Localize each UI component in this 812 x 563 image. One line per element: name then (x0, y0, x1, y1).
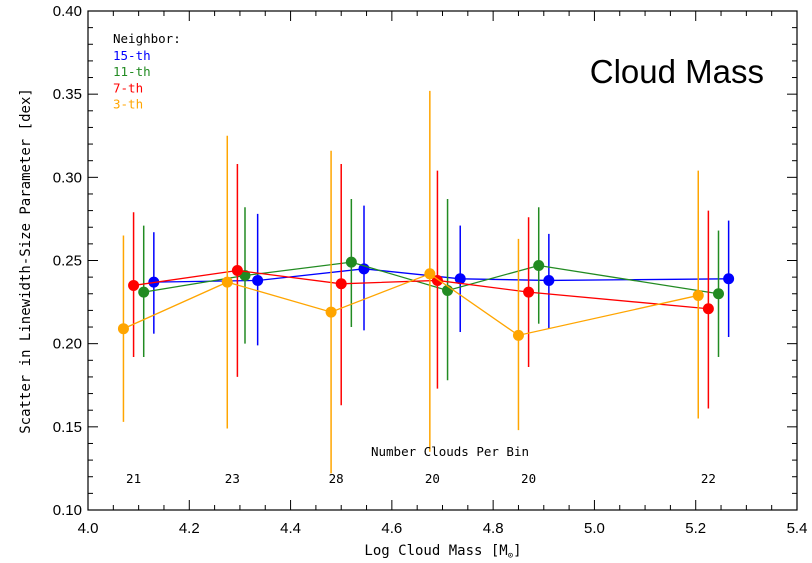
legend-item: 7-th (113, 80, 143, 95)
count-label: 28 (329, 471, 344, 486)
series-line (133, 269, 709, 310)
data-point (424, 268, 436, 280)
x-tick-label: 4.4 (280, 520, 301, 537)
legend-title: Neighbor: (113, 31, 181, 46)
y-tick-label: 0.10 (53, 502, 82, 519)
x-tick-label: 5.4 (787, 520, 808, 537)
axis-layer: 4.0 4.2 4.4 4.6 4.8 5.0 5.2 5.4 0.10 0.15 0.20 0.25… (53, 3, 808, 537)
counts-layer: 21 23 28 20 20 22 (126, 471, 716, 486)
y-tick-label: 0.20 (53, 336, 82, 353)
count-label: 20 (425, 471, 440, 486)
data-point (533, 259, 545, 271)
y-tick-label: 0.35 (53, 86, 82, 103)
data-point (231, 264, 243, 276)
x-tick-label: 4.0 (78, 520, 99, 537)
x-tick-label: 4.8 (483, 520, 504, 537)
data-point (713, 288, 725, 300)
chart-title: Cloud Mass (590, 53, 764, 90)
data-point (523, 286, 535, 298)
y-tick-label: 0.15 (53, 419, 82, 436)
data-point (543, 274, 555, 286)
legend-item: 11-th (113, 64, 151, 79)
x-tick-label: 4.6 (381, 520, 402, 537)
data-point (128, 279, 140, 291)
annotation-label: Number Clouds Per Bin (371, 444, 529, 459)
data-point (335, 278, 347, 290)
data-point (702, 303, 714, 315)
data-point (345, 256, 357, 268)
series-7-th (128, 164, 714, 409)
x-tick-label: 4.2 (179, 520, 200, 537)
y-axis-label: Scatter in Linewidth-Size Parameter [dex… (18, 88, 34, 434)
data-point (723, 273, 735, 285)
data-point (252, 274, 264, 286)
x-axis-label: Log Cloud Mass [M⊙] (364, 543, 521, 561)
data-point (454, 273, 466, 285)
count-label: 21 (126, 471, 141, 486)
x-tick-label: 5.2 (685, 520, 706, 537)
series-line (123, 273, 699, 337)
data-point (325, 306, 337, 318)
y-tick-label: 0.25 (53, 253, 82, 270)
data-point (138, 286, 150, 298)
count-label: 22 (701, 471, 716, 486)
data-point (117, 323, 129, 335)
legend-item: 3-th (113, 97, 143, 112)
count-label: 23 (225, 471, 240, 486)
x-tick-label: 5.0 (584, 520, 605, 537)
legend-item: 15-th (113, 48, 151, 63)
y-tick-label: 0.30 (53, 169, 82, 186)
data-point (512, 329, 524, 341)
count-label: 20 (521, 471, 536, 486)
data-point (221, 276, 233, 288)
series-3-th (117, 90, 704, 474)
series-line (153, 268, 729, 283)
series-11-th (138, 198, 725, 381)
data-point (692, 289, 704, 301)
y-tick-label: 0.40 (53, 3, 82, 20)
series-layer (117, 90, 735, 474)
